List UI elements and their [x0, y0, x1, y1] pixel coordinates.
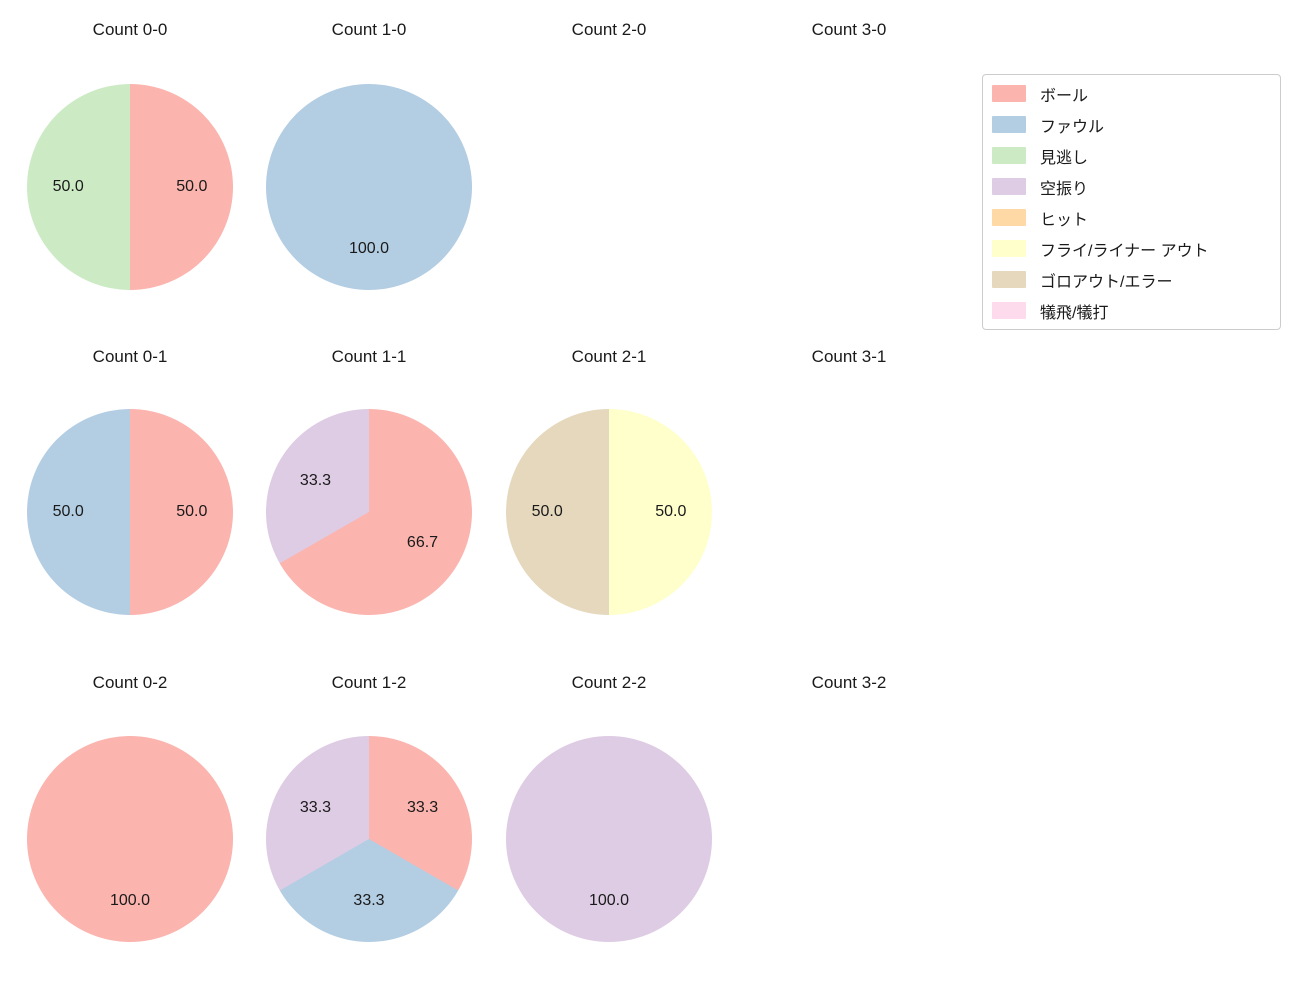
legend-item: ファウル — [983, 109, 1280, 140]
pie-chart: 33.3 33.3 33.3 — [266, 736, 472, 942]
legend-swatch — [992, 271, 1026, 288]
legend-item: 見逃し — [983, 140, 1280, 171]
pie-title: Count 0-2 — [92, 673, 168, 692]
legend-label: ゴロアウト/エラー — [1040, 273, 1173, 291]
legend-label: ファウル — [1040, 118, 1105, 136]
pie-title: Count 0-0 — [92, 20, 168, 39]
pie-slice-label: 50.0 — [176, 178, 208, 195]
legend-item: ヒット — [983, 202, 1280, 233]
legend-label: フライ/ライナー アウト — [1040, 242, 1209, 260]
pie-slice-label: 50.0 — [52, 503, 84, 520]
pie-slice-label: 33.3 — [406, 799, 439, 817]
pie-chart: 50.0 50.0 — [27, 409, 233, 615]
legend-label: 見逃し — [1040, 149, 1089, 167]
pie-slice-label: 100.0 — [348, 239, 390, 257]
legend-swatch — [992, 178, 1026, 195]
pie-slice-label: 100.0 — [588, 891, 630, 909]
pie-title: Count 2-1 — [571, 347, 647, 366]
pie-slice-label: 33.3 — [299, 472, 332, 490]
legend-label: 空振り — [1040, 180, 1089, 198]
pie-title: Count 2-0 — [571, 20, 647, 39]
pie-chart: 66.7 33.3 — [266, 409, 472, 615]
pie-slice-label: 50.0 — [52, 178, 84, 195]
legend-swatch — [992, 240, 1026, 257]
pie-title: Count 1-2 — [331, 673, 407, 692]
pie-chart: 100.0 — [27, 736, 233, 942]
pie-slice-label: 66.7 — [406, 533, 439, 551]
pie-chart: 50.0 50.0 — [506, 409, 712, 615]
legend-item: 犠飛/犠打 — [983, 295, 1280, 326]
pie-title: Count 2-2 — [571, 673, 647, 692]
legend: ボールファウル見逃し空振りヒットフライ/ライナー アウト ゴロアウト/エラー 犠飛/… — [982, 74, 1281, 330]
pie-slice-label: 33.3 — [353, 891, 385, 909]
pie-slice-label: 50.0 — [531, 503, 563, 520]
legend-label: ボール — [1040, 87, 1089, 105]
legend-label: ヒット — [1040, 211, 1089, 229]
pie-chart: 100.0 — [506, 736, 712, 942]
legend-item: ゴロアウト/エラー — [983, 264, 1280, 295]
legend-swatch — [992, 85, 1026, 102]
legend-item: ボール — [983, 78, 1280, 109]
pie-title: Count 3-2 — [811, 673, 887, 692]
pie-slice-label: 50.0 — [176, 503, 208, 520]
pie-title: Count 3-1 — [811, 347, 887, 366]
pie-title: Count 1-1 — [331, 347, 407, 366]
legend-label: 犠飛/犠打 — [1040, 304, 1109, 322]
pie-title: Count 1-0 — [331, 20, 407, 39]
pie-slice-label: 33.3 — [299, 799, 332, 817]
pie-slice-label: 50.0 — [655, 503, 687, 520]
legend-swatch — [992, 116, 1026, 133]
pie-title: Count 3-0 — [811, 20, 887, 39]
legend-swatch — [992, 147, 1026, 164]
pie-title: Count 0-1 — [92, 347, 168, 366]
pie-chart: 50.0 50.0 — [27, 84, 233, 290]
pie-chart: 100.0 — [266, 84, 472, 290]
legend-item: フライ/ライナー アウト — [983, 233, 1280, 264]
legend-swatch — [992, 209, 1026, 226]
legend-item: 空振り — [983, 171, 1280, 202]
pie-slice-label: 100.0 — [109, 891, 151, 909]
legend-swatch — [992, 302, 1026, 319]
